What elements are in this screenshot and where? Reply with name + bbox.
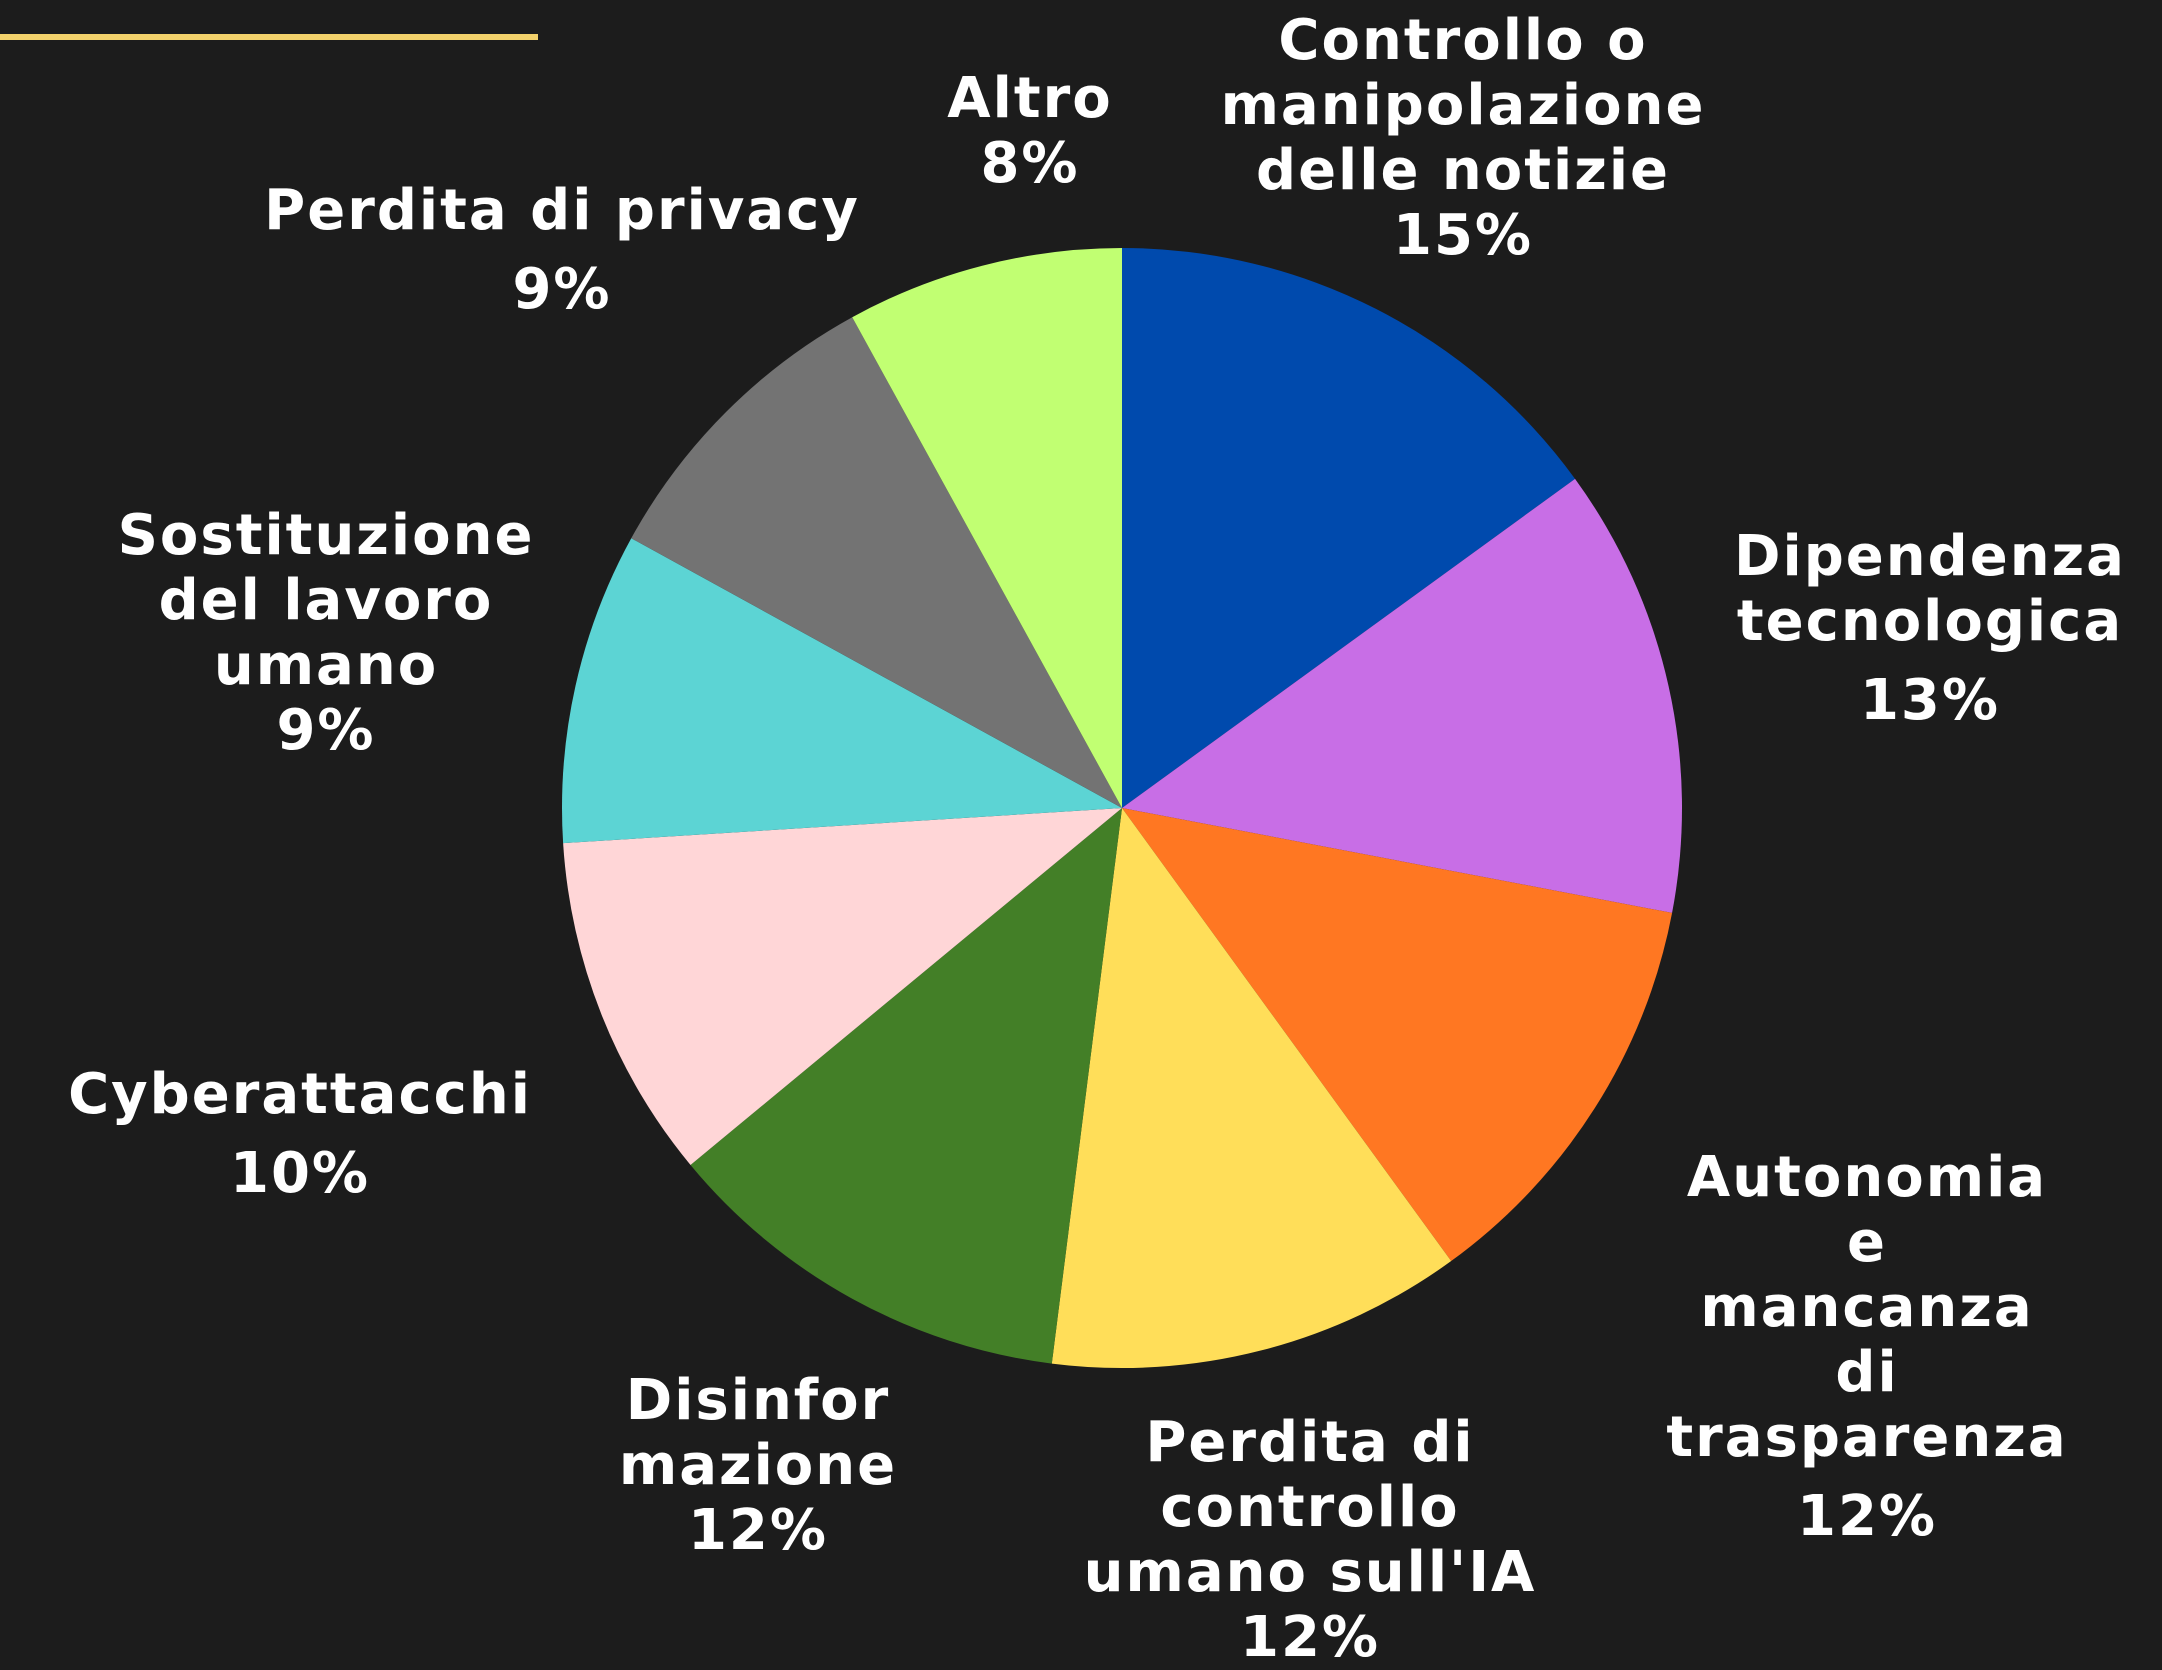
slice-label-text: Perdita di privacy: [264, 178, 860, 243]
pie-slice-8: [852, 248, 1122, 808]
pie-slice-3: [1051, 808, 1452, 1368]
slice-percent: 12%: [1796, 1484, 1938, 1549]
slice-label-text: Controllo o manipolazione delle notizie: [1220, 8, 1706, 203]
pie-slice-2: [1122, 808, 1673, 1262]
label-dipendenza-tecnologica: Dipendenza tecnologica 13%: [1734, 524, 2126, 733]
slice-label-text: Disinfor mazione: [618, 1368, 898, 1498]
pie-slice-7: [631, 317, 1122, 808]
slice-percent: 9%: [276, 698, 376, 763]
label-autonomia-trasparenza: Autonomia e mancanza di trasparenza 12%: [1666, 1145, 2067, 1549]
slice-label-text: Altro: [947, 66, 1113, 131]
label-controllo-manipolazione: Controllo o manipolazione delle notizie …: [1221, 8, 1706, 268]
label-perdita-controllo: Perdita di controllo umano sull'IA 12%: [1084, 1410, 1537, 1670]
slice-percent: 9%: [512, 257, 612, 322]
label-perdita-privacy: Perdita di privacy 9%: [264, 178, 860, 322]
pie-slice-5: [563, 808, 1122, 1165]
slice-percent: 8%: [980, 131, 1080, 196]
slice-label-text: Dipendenza tecnologica: [1734, 524, 2126, 654]
slice-label-text: Cyberattacchi: [68, 1062, 532, 1127]
label-altro: Altro 8%: [947, 66, 1112, 196]
label-sostituzione-lavoro: Sostituzione del lavoro umano 9%: [118, 503, 535, 763]
accent-line: [0, 34, 538, 40]
slice-label-text: Perdita di controllo umano sull'IA: [1083, 1410, 1537, 1605]
slice-label-text: Autonomia e mancanza di trasparenza: [1666, 1145, 2068, 1470]
label-cyberattacchi: Cyberattacchi 10%: [68, 1062, 532, 1206]
slice-percent: 12%: [687, 1498, 829, 1563]
pie-slice-1: [1122, 478, 1682, 913]
slice-percent: 10%: [229, 1141, 371, 1206]
pie-slice-4: [690, 808, 1122, 1364]
label-disinformazione: Disinfor mazione 12%: [619, 1368, 897, 1563]
pie-slice-0: [1122, 248, 1576, 808]
slice-percent: 13%: [1859, 668, 2001, 733]
slice-percent: 12%: [1239, 1605, 1381, 1670]
slice-percent: 15%: [1392, 203, 1534, 268]
pie-slice-6: [562, 538, 1122, 844]
slice-label-text: Sostituzione del lavoro umano: [117, 503, 535, 698]
